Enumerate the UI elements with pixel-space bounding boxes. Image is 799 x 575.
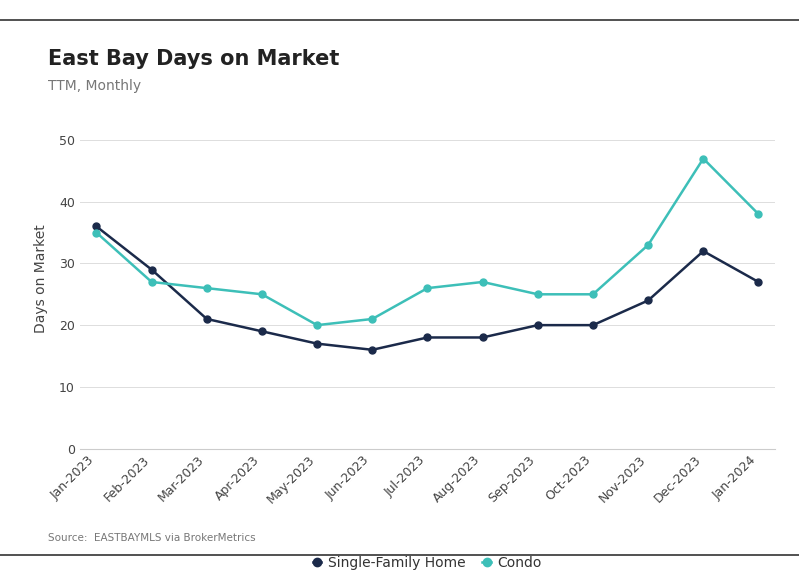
Condo (312, 321, 322, 328)
Condo (368, 316, 377, 323)
Single-Family Home (257, 328, 267, 335)
Text: Source:  EASTBAYMLS via BrokerMetrics: Source: EASTBAYMLS via BrokerMetrics (48, 534, 256, 543)
Single-Family Home (202, 316, 212, 323)
Single-Family Home (753, 278, 763, 285)
Line: Single-Family Home: Single-Family Home (93, 223, 762, 353)
Condo (92, 229, 101, 236)
Condo (698, 155, 708, 162)
Condo (257, 291, 267, 298)
Condo (753, 210, 763, 217)
Single-Family Home (643, 297, 653, 304)
Condo (202, 285, 212, 292)
Condo (423, 285, 432, 292)
Single-Family Home (533, 321, 543, 328)
Line: Condo: Condo (93, 155, 762, 328)
Single-Family Home (423, 334, 432, 341)
Single-Family Home (478, 334, 487, 341)
Single-Family Home (588, 321, 598, 328)
Condo (533, 291, 543, 298)
Single-Family Home (147, 266, 157, 273)
Text: East Bay Days on Market: East Bay Days on Market (48, 49, 340, 69)
Condo (588, 291, 598, 298)
Single-Family Home (698, 248, 708, 255)
Y-axis label: Days on Market: Days on Market (34, 224, 48, 334)
Single-Family Home (92, 223, 101, 230)
Single-Family Home (312, 340, 322, 347)
Condo (147, 278, 157, 285)
Legend: Single-Family Home, Condo: Single-Family Home, Condo (308, 550, 547, 575)
Condo (643, 242, 653, 248)
Text: TTM, Monthly: TTM, Monthly (48, 79, 141, 93)
Condo (478, 278, 487, 285)
Single-Family Home (368, 346, 377, 353)
